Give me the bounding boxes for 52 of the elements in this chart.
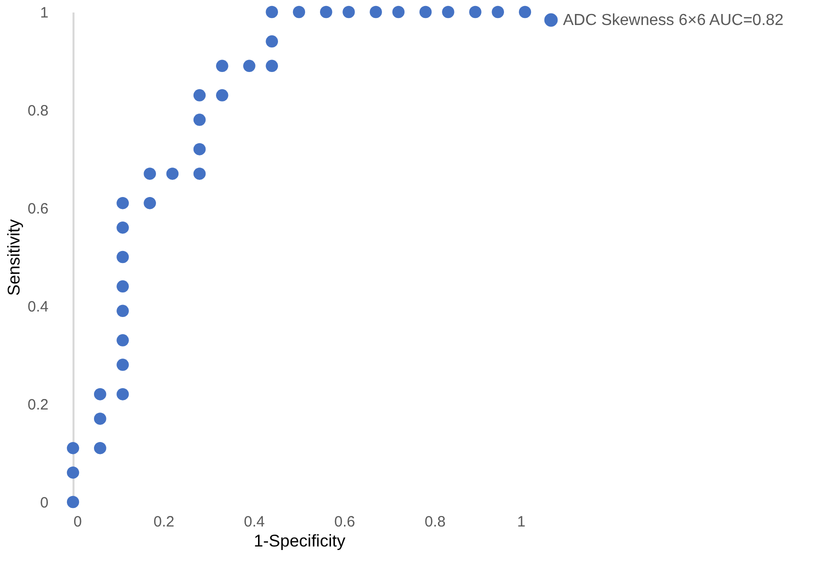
point: [320, 6, 332, 18]
point: [144, 168, 156, 180]
point: [216, 60, 228, 72]
point: [66, 442, 80, 454]
point: [442, 6, 454, 18]
point: [193, 168, 206, 180]
y-tick-label: 1: [40, 4, 48, 22]
x-tick-label: 0.4: [244, 514, 265, 530]
point: [216, 89, 228, 102]
point: [193, 89, 206, 102]
point: [266, 35, 278, 48]
point: [94, 442, 106, 454]
x-tick-label: 0.6: [334, 514, 356, 530]
y-tick-label: 0.6: [28, 200, 48, 218]
x-tick-label: 0.8: [424, 514, 446, 530]
point: [193, 114, 206, 126]
y-tick-label: 0.4: [28, 298, 48, 316]
point: [66, 496, 80, 508]
point: [116, 358, 129, 371]
y-tick-label: 0.2: [28, 396, 48, 414]
point: [370, 6, 382, 18]
point: [116, 388, 129, 400]
point: [342, 6, 355, 18]
point: [116, 304, 129, 318]
x-tick-label: 1: [517, 514, 526, 530]
point: [94, 388, 106, 400]
point: [292, 6, 306, 18]
point: [116, 196, 129, 210]
y-tick-label: 0: [40, 494, 48, 512]
point: [392, 6, 405, 18]
point: [144, 196, 156, 210]
point: [518, 6, 532, 18]
point: [66, 466, 80, 479]
point: [116, 221, 129, 234]
y-axis-title: Sensitivity: [4, 218, 24, 296]
point: [116, 280, 129, 293]
x-tick-label: 0.2: [153, 514, 174, 530]
x-axis-title: 1-Specificity: [254, 532, 346, 550]
point: [469, 6, 482, 18]
point: [116, 334, 129, 346]
point: [94, 412, 106, 425]
legend-label: ADC Skewness 6×6 AUC=0.82: [563, 12, 784, 29]
point: [266, 60, 278, 72]
point: [166, 168, 179, 180]
point: [116, 250, 129, 264]
point: [193, 143, 206, 156]
point: [243, 60, 256, 72]
point: [492, 6, 504, 18]
point: [419, 6, 432, 18]
y-tick-label: 0.8: [28, 102, 48, 120]
x-tick-label: 0: [74, 514, 82, 530]
point: [266, 6, 278, 18]
